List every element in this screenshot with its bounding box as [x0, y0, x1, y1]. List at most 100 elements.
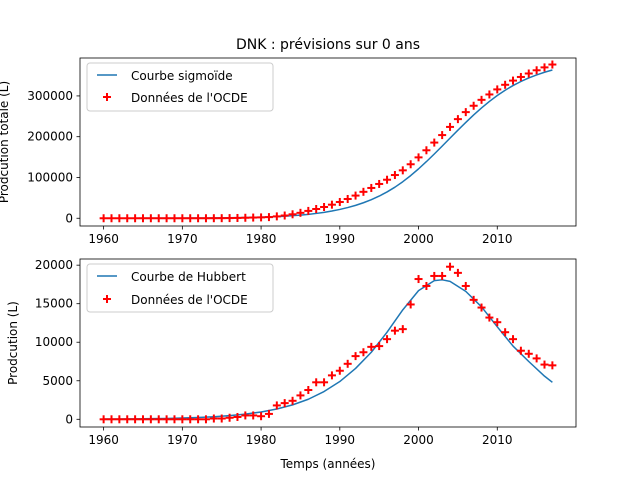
data-point-plus [430, 271, 439, 280]
bottom-panel-frame [79, 258, 577, 428]
xtick-label: 2010 [482, 433, 513, 447]
data-point-plus [414, 275, 423, 284]
data-point-plus [501, 328, 510, 337]
ytick-label: 0 [65, 412, 73, 426]
data-point-plus [257, 412, 266, 421]
top-panel-ylabel: Prodcution totale (L) [0, 81, 11, 203]
top-legend-label-data: Données de l'OCDE [131, 91, 248, 105]
data-point-plus [548, 361, 557, 370]
data-point-plus [209, 414, 218, 423]
data-point-plus [524, 69, 533, 78]
data-point-plus [107, 415, 116, 424]
data-point-plus [288, 396, 297, 405]
xtick-label: 1990 [325, 433, 356, 447]
data-point-plus [375, 342, 384, 351]
data-point-plus [123, 214, 132, 223]
data-point-plus [343, 195, 352, 204]
data-point-plus [131, 415, 140, 424]
data-point-plus [233, 412, 242, 421]
data-point-plus [272, 212, 281, 221]
bottom-panel-annual: 1960 1970 1980 1990 2000 2010 0 5000 10000 15000 2… [6, 258, 577, 471]
top-panel-cumulative: 1960 1970 1980 1990 2000 2010 0 100000 200000 300… [0, 57, 577, 246]
data-point-plus [257, 213, 266, 222]
data-point-plus [249, 411, 258, 420]
data-point-plus [390, 171, 399, 180]
data-point-plus [99, 415, 108, 424]
ytick-label: 200000 [27, 130, 73, 144]
data-point-plus [509, 76, 518, 85]
xtick-label: 1960 [88, 232, 119, 246]
data-point-plus [509, 335, 518, 344]
data-point-plus [264, 409, 273, 418]
xtick-label: 1970 [167, 433, 198, 447]
data-point-plus [272, 401, 281, 410]
data-point-plus [335, 197, 344, 206]
top-panel-frame [79, 57, 577, 227]
data-point-plus [430, 138, 439, 147]
data-point-plus [351, 352, 360, 361]
data-point-plus [485, 90, 494, 99]
data-point-plus [280, 399, 289, 408]
xtick-label: 1980 [246, 232, 277, 246]
data-point-plus [359, 348, 368, 357]
data-point-plus [398, 325, 407, 334]
xtick-label: 1980 [246, 433, 277, 447]
bottom-legend-label-curve: Courbe de Hubbert [131, 270, 246, 284]
data-point-plus [367, 342, 376, 351]
data-point-plus [170, 415, 179, 424]
data-point-plus [296, 208, 305, 217]
data-point-plus [123, 415, 132, 424]
data-point-plus [99, 214, 108, 223]
data-point-plus [288, 210, 297, 219]
data-point-plus [186, 415, 195, 424]
data-point-plus [540, 360, 549, 369]
data-point-plus [493, 85, 502, 94]
data-point-plus [485, 313, 494, 322]
data-point-plus [477, 95, 486, 104]
data-point-plus [233, 213, 242, 222]
bottom-panel-ylabel: Prodcution (L) [6, 301, 20, 385]
bottom-legend-plus-swatch [103, 295, 111, 303]
data-point-plus [351, 191, 360, 200]
data-point-plus [194, 214, 203, 223]
data-point-plus [422, 146, 431, 155]
data-point-plus [296, 391, 305, 400]
ytick-label: 0 [65, 211, 73, 225]
data-point-plus [280, 211, 289, 220]
data-point-plus [217, 414, 226, 423]
data-point-plus [375, 179, 384, 188]
data-point-plus [304, 206, 313, 215]
data-point-plus [501, 80, 510, 89]
data-point-plus [469, 101, 478, 110]
xtick-label: 1960 [88, 433, 119, 447]
top-legend-frame [86, 62, 274, 112]
data-point-plus [516, 346, 525, 355]
data-point-plus [532, 66, 541, 75]
data-point-plus [201, 214, 210, 223]
data-point-plus [461, 281, 470, 290]
bottom-panel-legend: Courbe de Hubbert Données de l'OCDE [86, 263, 274, 313]
data-point-plus [438, 271, 447, 280]
xtick-label: 1990 [325, 232, 356, 246]
xtick-label: 1970 [167, 232, 198, 246]
chart-title: DNK : prévisions sur 0 ans [236, 37, 420, 53]
data-point-plus [327, 371, 336, 380]
data-point-plus [493, 318, 502, 327]
data-point-plus [178, 214, 187, 223]
data-point-plus [304, 386, 313, 395]
data-point-plus [461, 108, 470, 117]
xtick-label: 2000 [403, 232, 434, 246]
data-point-plus [359, 187, 368, 196]
data-point-plus [312, 204, 321, 213]
data-point-plus [194, 415, 203, 424]
data-point-plus [524, 349, 533, 358]
data-point-plus [383, 335, 392, 344]
data-point-plus [146, 214, 155, 223]
bottom-legend-frame [86, 263, 274, 313]
data-point-plus [453, 268, 462, 277]
data-point-plus [138, 214, 147, 223]
data-point-plus [446, 122, 455, 131]
data-point-plus [131, 214, 140, 223]
ytick-label: 300000 [27, 89, 73, 103]
